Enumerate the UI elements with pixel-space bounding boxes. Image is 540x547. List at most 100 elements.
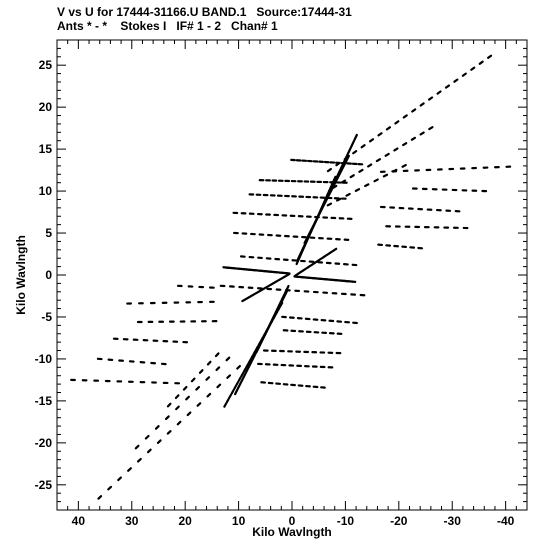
uv-point	[327, 190, 332, 197]
uv-point	[241, 298, 247, 303]
y-tick-label: -5	[41, 310, 52, 324]
uv-point	[487, 54, 493, 59]
uv-point	[293, 272, 299, 278]
x-tick-label: -40	[497, 514, 515, 528]
uv-point	[304, 266, 310, 271]
uv-point	[235, 380, 240, 386]
uv-point	[214, 352, 220, 358]
data-points	[70, 54, 512, 500]
uv-point	[237, 376, 242, 382]
uv-point	[259, 336, 264, 343]
x-tick-label: 40	[72, 514, 86, 528]
uv-point	[325, 194, 330, 201]
uv-point	[354, 188, 361, 192]
uv-point	[340, 166, 344, 173]
uv-point	[281, 275, 287, 280]
uv-point	[332, 175, 337, 182]
uv-point	[375, 158, 382, 163]
uv-point	[97, 495, 103, 500]
uv-point	[233, 384, 237, 391]
uv-point	[428, 126, 434, 131]
uv-point	[328, 250, 334, 255]
x-tick-label: 30	[125, 514, 139, 528]
uv-point	[444, 84, 451, 89]
uv-point	[240, 371, 245, 378]
uv-point	[368, 138, 375, 143]
uv-point	[136, 457, 142, 463]
uv-point	[377, 132, 383, 137]
uv-point	[419, 102, 425, 107]
uv-point	[393, 147, 399, 152]
uv-point	[321, 202, 326, 209]
uv-point	[331, 182, 336, 189]
uv-point	[384, 152, 390, 157]
uv-point	[419, 131, 425, 136]
uv-point	[190, 377, 196, 383]
uv-point	[206, 360, 212, 366]
uv-point	[185, 395, 190, 401]
uv-point	[319, 206, 324, 213]
uv-point	[392, 168, 398, 173]
uv-point	[166, 402, 172, 408]
uv-point	[196, 402, 202, 407]
uv-point	[358, 168, 364, 173]
uv-point	[154, 425, 160, 430]
y-axis-title: Kilo Wavlngth	[14, 235, 28, 315]
uv-point	[215, 366, 221, 372]
uv-point	[335, 174, 340, 181]
uv-point	[297, 270, 303, 275]
uv-point	[333, 178, 338, 185]
uv-point	[411, 108, 417, 113]
uv-point	[255, 347, 260, 354]
uv-point	[205, 376, 211, 381]
y-axis: 25 20 15 10 5 0 -5 -10 -15 -20 -25	[35, 39, 527, 511]
uv-point	[382, 173, 389, 178]
uv-point	[332, 247, 338, 252]
uv-point	[267, 323, 272, 329]
uv-point	[269, 282, 275, 287]
uv-point	[346, 154, 350, 161]
y-tick-label: -10	[35, 352, 53, 366]
uv-point	[226, 374, 232, 379]
y-tick-label: 5	[45, 226, 52, 240]
uv-point	[117, 476, 122, 482]
uv-point	[216, 383, 222, 389]
uv-point	[410, 136, 417, 141]
uv-point	[321, 254, 327, 259]
uv-point	[257, 341, 262, 347]
uv-point	[311, 261, 317, 266]
uv-point	[274, 310, 279, 316]
uv-point	[309, 226, 314, 233]
uv-point	[242, 367, 247, 373]
uv-point	[385, 126, 391, 131]
uv-point	[307, 230, 312, 237]
uv-point	[206, 392, 212, 398]
uv-point	[127, 467, 132, 472]
x-tick-label: -10	[337, 514, 355, 528]
uv-point	[394, 120, 400, 125]
uv-point	[261, 286, 267, 291]
uv-point	[373, 178, 379, 183]
uv-point	[318, 256, 324, 262]
uv-point	[225, 398, 230, 404]
x-axis: 40 30 20 10 0 -10 -20 -30 -40	[56, 40, 528, 528]
uv-point	[262, 332, 267, 338]
uv-point	[253, 291, 259, 296]
uv-point	[230, 389, 235, 395]
y-tick-label: 10	[39, 184, 53, 198]
uv-point	[175, 405, 180, 411]
uv-point	[315, 214, 320, 221]
uv-point	[156, 439, 162, 444]
uv-point	[279, 301, 284, 308]
uv-point	[340, 179, 347, 184]
uv-point	[225, 356, 231, 362]
uv-point	[436, 90, 442, 95]
uv-point	[326, 167, 332, 173]
uv-point	[352, 150, 358, 155]
uv-point	[336, 197, 342, 202]
uv-point	[401, 163, 407, 168]
uv-point	[228, 393, 233, 399]
y-tick-label: 20	[39, 100, 53, 114]
uv-point	[285, 273, 291, 277]
uv-point	[223, 402, 228, 408]
